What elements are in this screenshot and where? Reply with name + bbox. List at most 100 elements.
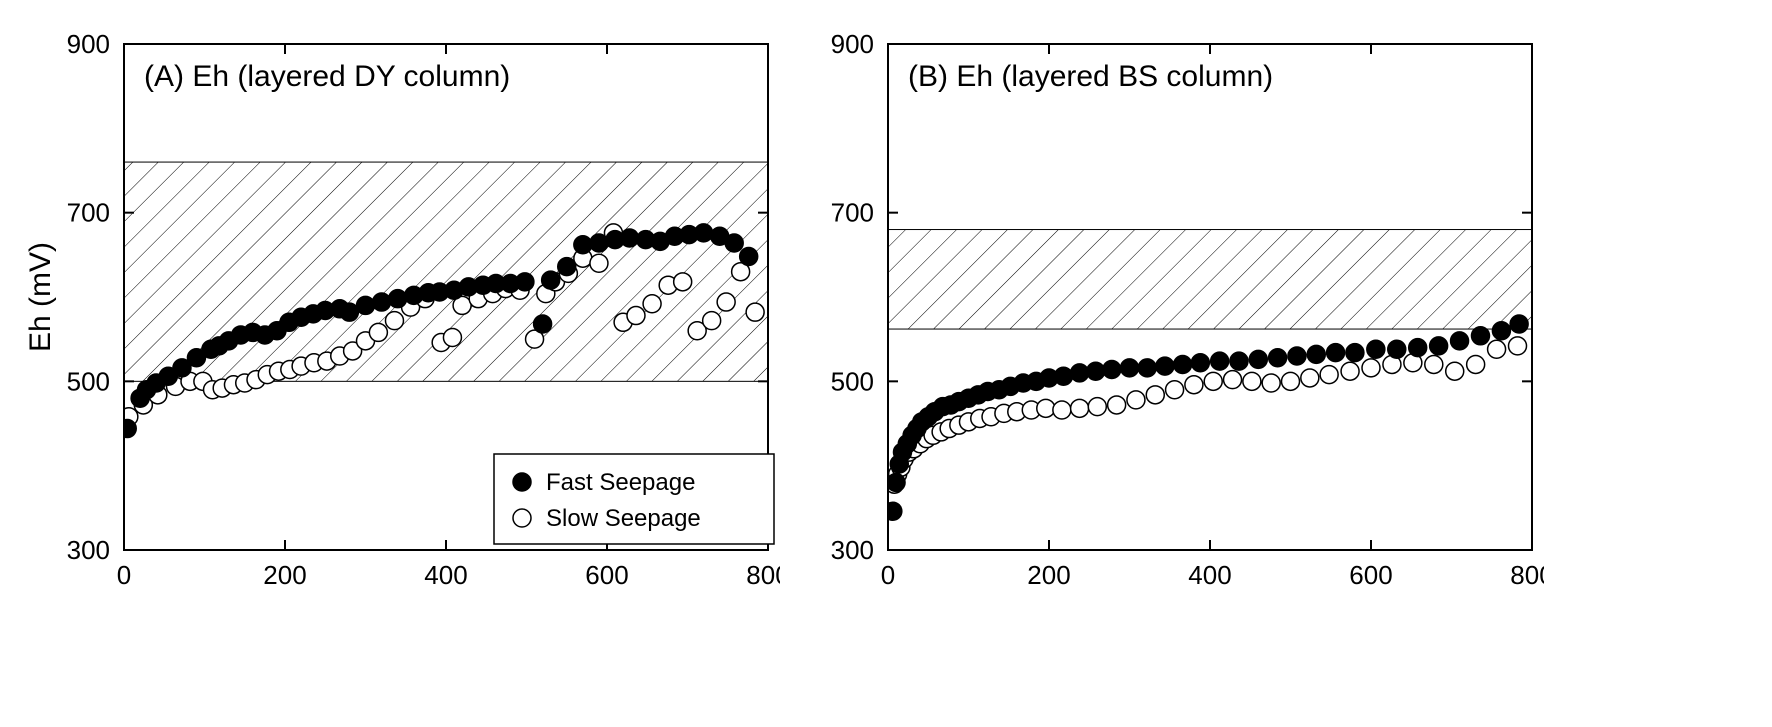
fast-point <box>884 502 902 520</box>
legend-marker <box>513 473 531 491</box>
slow-point <box>1224 371 1242 389</box>
fast-point <box>1269 349 1287 367</box>
slow-point <box>746 303 764 321</box>
fast-point <box>1156 357 1174 375</box>
fast-point <box>887 474 905 492</box>
fast-point <box>340 303 358 321</box>
fast-point <box>740 248 758 266</box>
slow-point <box>1282 372 1300 390</box>
ytick-label: 900 <box>831 29 874 59</box>
xtick-label: 600 <box>585 560 628 590</box>
fast-point <box>357 296 375 314</box>
fast-point <box>1191 354 1209 372</box>
fast-point <box>1492 322 1510 340</box>
ytick-label: 500 <box>67 366 110 396</box>
xtick-label: 600 <box>1349 560 1392 590</box>
slow-point <box>1127 391 1145 409</box>
slow-point <box>643 295 661 313</box>
slow-point <box>385 312 403 330</box>
ytick-label: 700 <box>831 198 874 228</box>
slow-point <box>1425 355 1443 373</box>
slow-point <box>369 323 387 341</box>
xtick-label: 800 <box>746 560 780 590</box>
xtick-label: 800 <box>1510 560 1544 590</box>
fast-point <box>1054 367 1072 385</box>
fast-point <box>1249 350 1267 368</box>
slow-point <box>717 293 735 311</box>
slow-point <box>1166 381 1184 399</box>
slow-point <box>1037 399 1055 417</box>
fast-point <box>695 224 713 242</box>
xtick-label: 200 <box>1027 560 1070 590</box>
slow-point <box>627 307 645 325</box>
slow-point <box>590 254 608 272</box>
xtick-label: 400 <box>424 560 467 590</box>
fast-point <box>542 271 560 289</box>
fast-point <box>1409 339 1427 357</box>
fast-point <box>1510 315 1528 333</box>
slow-point <box>443 328 461 346</box>
fast-point <box>1103 361 1121 379</box>
slow-point <box>1185 376 1203 394</box>
ytick-label: 700 <box>67 198 110 228</box>
panel-title: (A) Eh (layered DY column) <box>144 60 510 93</box>
chart-svg: 0 200 400 600 800 300 500 700 900 (A) Eh (layered… <box>20 20 780 700</box>
slow-point <box>1509 337 1527 355</box>
fast-point <box>1174 355 1192 373</box>
ytick-label: 900 <box>67 29 110 59</box>
chart-svg: 0200400600800300500700900(B) Eh (layered… <box>784 20 1544 700</box>
slow-point <box>1362 359 1380 377</box>
fast-point <box>389 290 407 308</box>
fast-point <box>558 258 576 276</box>
slow-point <box>1320 366 1338 384</box>
panel-title: (B) Eh (layered BS column) <box>908 60 1273 93</box>
fast-point <box>1307 345 1325 363</box>
xtick-label: 400 <box>1188 560 1231 590</box>
slow-point <box>1488 340 1506 358</box>
panel-a: 0 200 400 600 800 300 500 700 900 (A) Eh (layered… <box>20 20 780 700</box>
panels: 0 200 400 600 800 300 500 700 900 (A) Eh (layered… <box>20 20 1544 700</box>
fast-point <box>1230 352 1248 370</box>
ytick-label: 300 <box>67 535 110 565</box>
fast-point <box>1471 327 1489 345</box>
slow-point <box>1088 398 1106 416</box>
fast-point <box>1087 362 1105 380</box>
legend-marker <box>513 509 531 527</box>
slow-point <box>1446 362 1464 380</box>
fast-point <box>516 273 534 291</box>
fast-point <box>1288 347 1306 365</box>
slow-point <box>1108 396 1126 414</box>
y-axis-label: Eh (mV) <box>24 242 57 352</box>
slow-point <box>1243 372 1261 390</box>
fast-point <box>1327 344 1345 362</box>
slow-point <box>703 312 721 330</box>
legend-label: Fast Seepage <box>546 469 695 496</box>
fast-point <box>1367 340 1385 358</box>
slow-point <box>1071 399 1089 417</box>
figure: 0 200 400 600 800 300 500 700 900 (A) Eh (layered… <box>20 20 1752 700</box>
fast-point <box>1121 359 1139 377</box>
slow-point <box>1467 355 1485 373</box>
slow-point <box>1146 386 1164 404</box>
xtick-label: 0 <box>117 560 131 590</box>
fast-point <box>1451 332 1469 350</box>
fast-point <box>534 315 552 333</box>
hatch-band <box>888 230 1532 330</box>
panel-b: 0200400600800300500700900(B) Eh (layered… <box>784 20 1544 700</box>
slow-point <box>1341 362 1359 380</box>
slow-point <box>1262 374 1280 392</box>
fast-point <box>118 420 136 438</box>
fast-point <box>1138 359 1156 377</box>
xtick-label: 200 <box>263 560 306 590</box>
fast-point <box>1346 344 1364 362</box>
fast-point <box>1388 340 1406 358</box>
fast-point <box>621 229 639 247</box>
slow-point <box>674 273 692 291</box>
fast-point <box>1430 337 1448 355</box>
legend-label: Slow Seepage <box>546 505 701 532</box>
slow-point <box>1301 369 1319 387</box>
ytick-label: 300 <box>831 535 874 565</box>
fast-point <box>590 234 608 252</box>
slow-point <box>1053 401 1071 419</box>
xtick-label: 0 <box>881 560 895 590</box>
